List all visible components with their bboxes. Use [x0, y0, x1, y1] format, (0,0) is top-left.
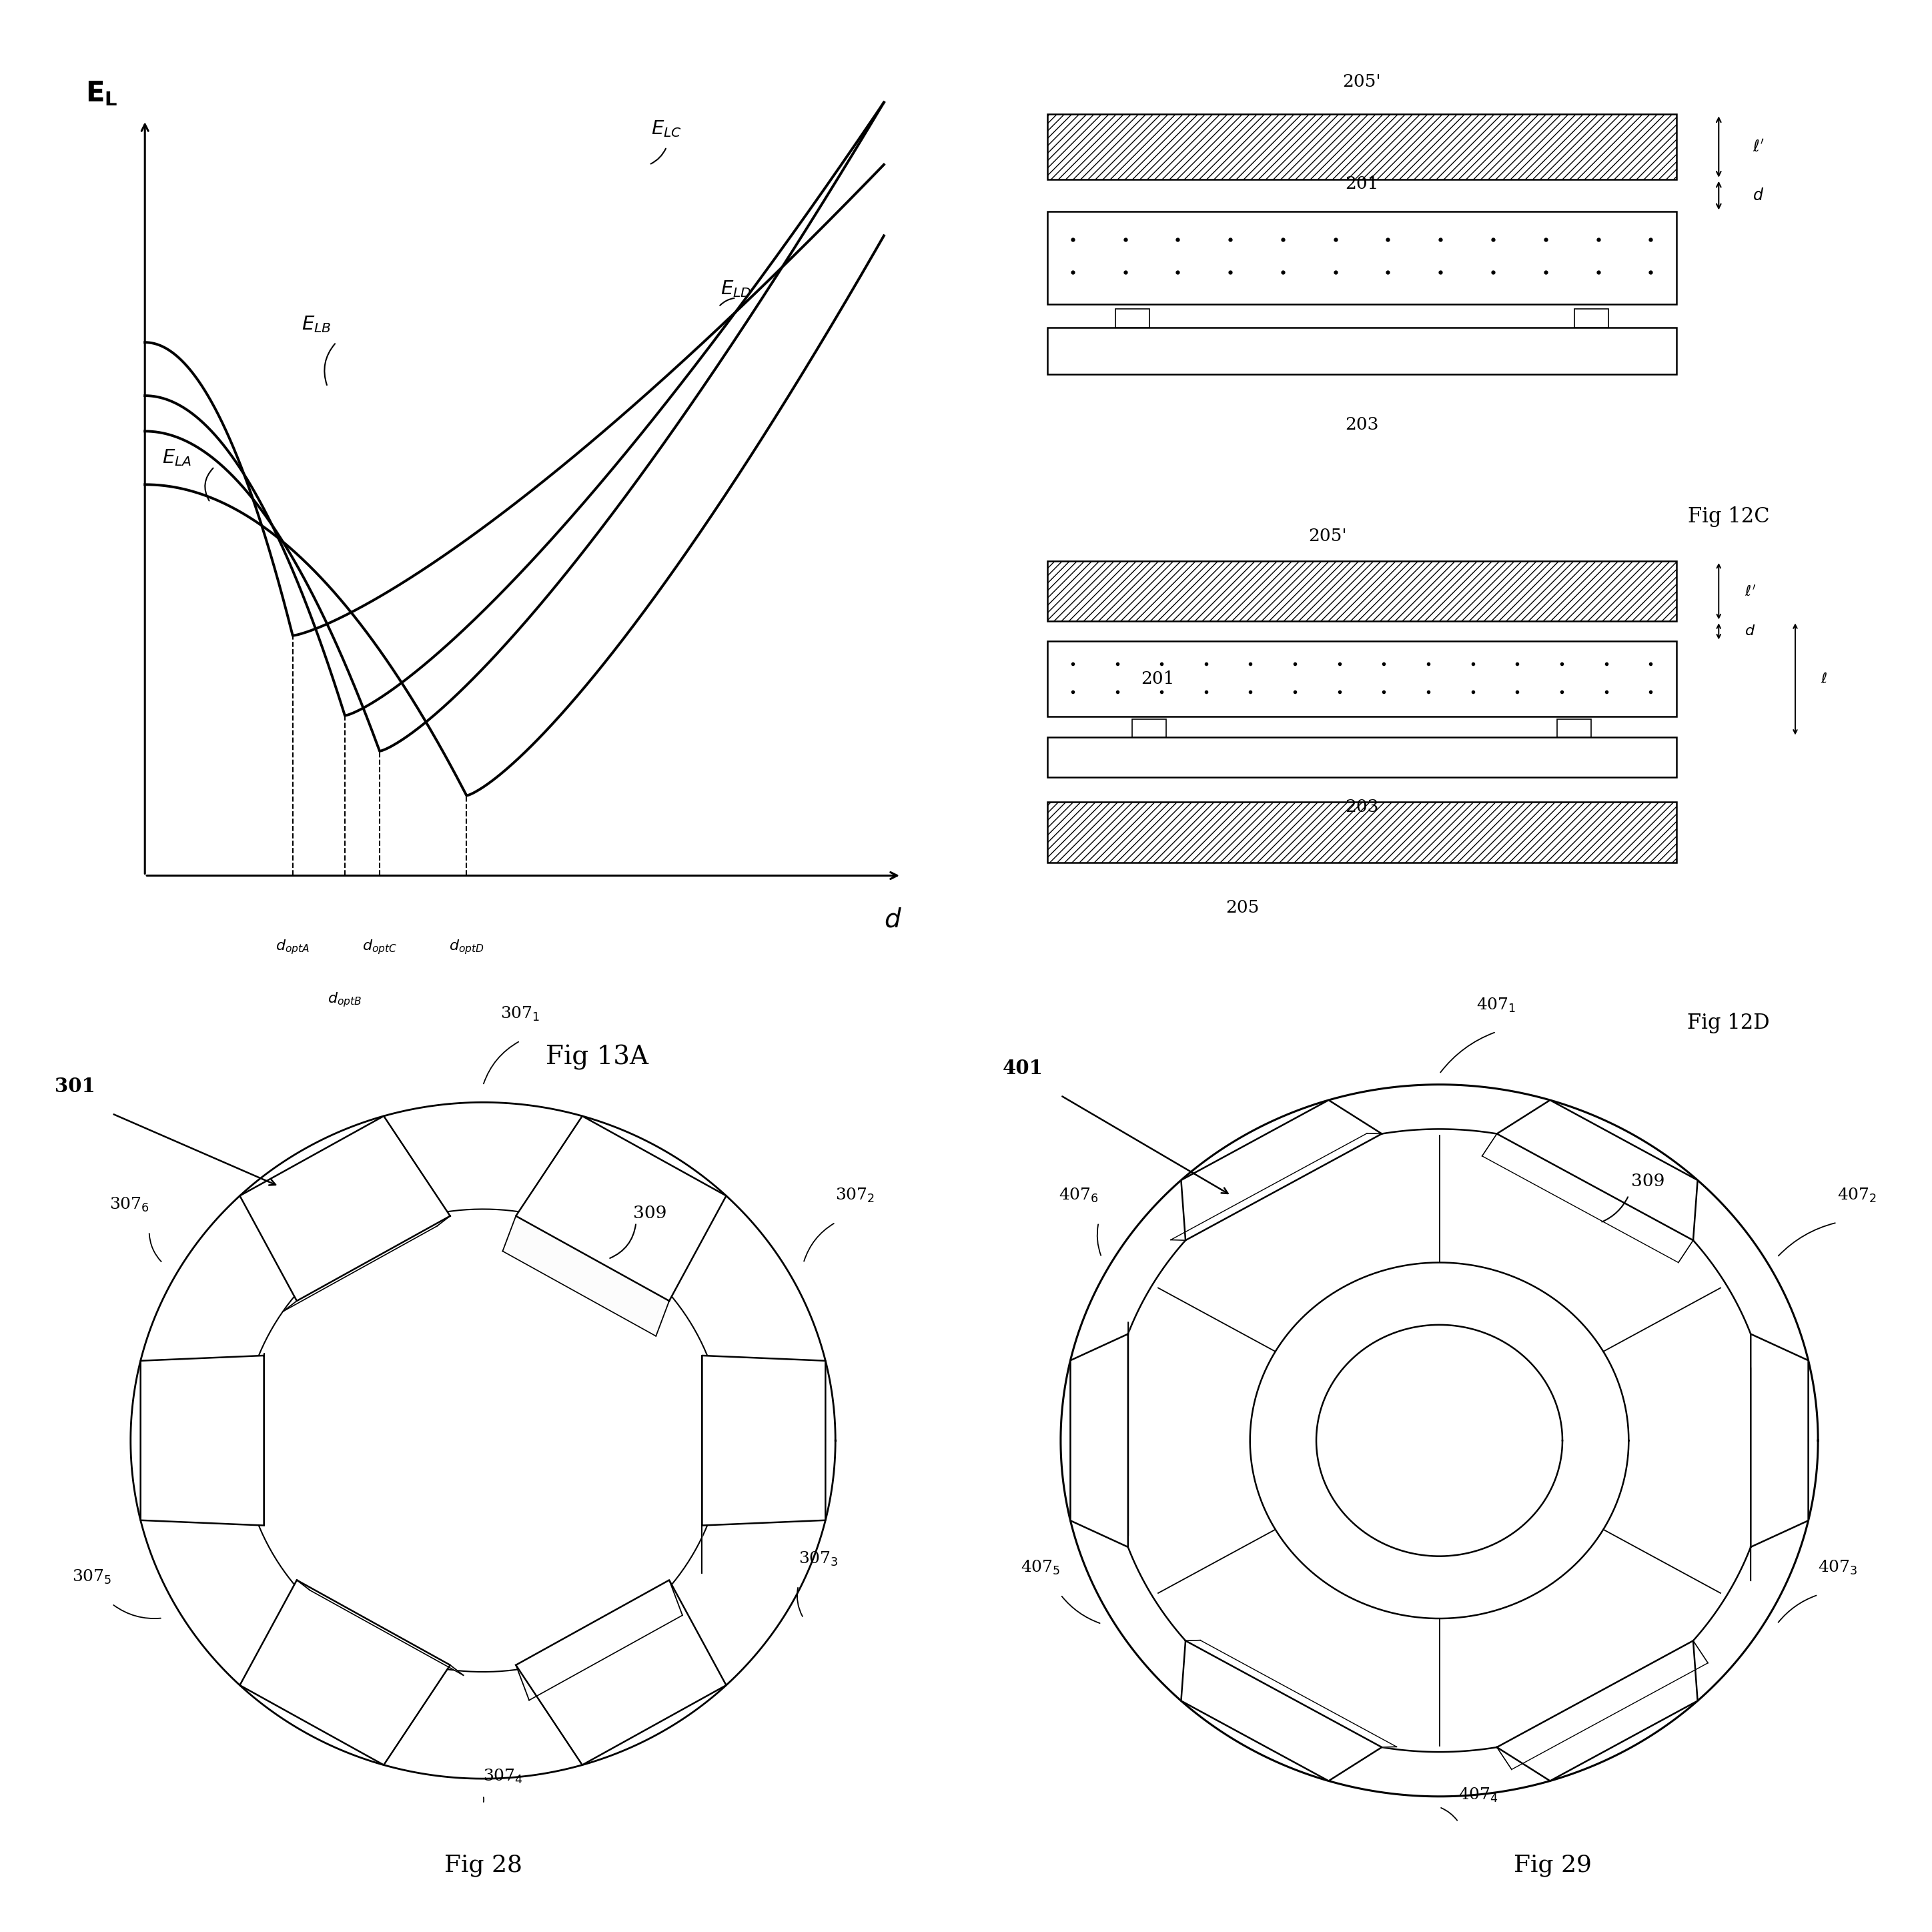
Polygon shape	[701, 1356, 825, 1526]
Text: 307$_6$: 307$_6$	[108, 1196, 149, 1213]
Text: 307$_2$: 307$_2$	[835, 1186, 875, 1204]
Text: 205: 205	[1227, 898, 1260, 916]
Text: 407$_4$: 407$_4$	[1459, 1787, 1499, 1804]
Text: 407$_1$: 407$_1$	[1476, 997, 1517, 1014]
Polygon shape	[502, 1215, 668, 1337]
Text: 309: 309	[634, 1206, 667, 1221]
Polygon shape	[516, 1580, 682, 1700]
Polygon shape	[240, 1580, 450, 1766]
Bar	[1047, 328, 1677, 375]
Bar	[1132, 719, 1167, 736]
Text: Fig 13A: Fig 13A	[545, 1045, 649, 1070]
Text: 307$_5$: 307$_5$	[71, 1569, 112, 1586]
Polygon shape	[1186, 1640, 1397, 1747]
Text: $E_{LD}$: $E_{LD}$	[721, 278, 752, 299]
Polygon shape	[502, 1215, 668, 1337]
Text: Fig 12D: Fig 12D	[1687, 1012, 1770, 1034]
Bar	[1047, 641, 1677, 717]
Text: 407$_6$: 407$_6$	[1059, 1186, 1099, 1204]
Text: $d$: $d$	[883, 908, 902, 933]
Polygon shape	[516, 1117, 726, 1300]
Bar	[1557, 719, 1592, 736]
Polygon shape	[1497, 1640, 1708, 1770]
Text: $d$: $d$	[1745, 624, 1754, 638]
Text: 201: 201	[1142, 670, 1175, 688]
Text: 407$_2$: 407$_2$	[1837, 1186, 1876, 1204]
Text: $d$: $d$	[1752, 187, 1764, 203]
Text: 307$_3$: 307$_3$	[798, 1549, 838, 1567]
Bar	[1115, 309, 1150, 328]
Polygon shape	[516, 1580, 726, 1766]
Text: 309: 309	[1631, 1173, 1663, 1190]
Polygon shape	[1482, 1134, 1692, 1262]
Text: Fig 29: Fig 29	[1515, 1853, 1592, 1876]
Polygon shape	[284, 1215, 450, 1312]
Text: 203: 203	[1345, 798, 1379, 815]
Text: 401: 401	[1003, 1059, 1043, 1078]
Bar	[1047, 560, 1677, 622]
Polygon shape	[298, 1580, 464, 1675]
Bar	[1047, 736, 1677, 777]
Bar	[1047, 114, 1677, 180]
Polygon shape	[284, 1215, 450, 1312]
Text: $\mathbf{E_L}$: $\mathbf{E_L}$	[85, 79, 118, 108]
Text: $\ell$: $\ell$	[1820, 672, 1828, 686]
Text: 407$_3$: 407$_3$	[1818, 1559, 1859, 1577]
Text: 205': 205'	[1343, 73, 1381, 91]
Text: 307$_4$: 307$_4$	[483, 1768, 524, 1785]
Text: $d_{optA}$: $d_{optA}$	[276, 937, 309, 956]
Text: $\ell'$: $\ell'$	[1752, 139, 1764, 155]
Text: Fig 12C: Fig 12C	[1689, 506, 1770, 527]
Text: $d_{optD}$: $d_{optD}$	[448, 937, 485, 956]
Polygon shape	[1171, 1134, 1381, 1240]
Polygon shape	[1070, 1333, 1128, 1548]
Polygon shape	[1497, 1640, 1698, 1781]
Polygon shape	[298, 1580, 464, 1675]
Text: $d_{optB}$: $d_{optB}$	[328, 991, 361, 1009]
Text: 301: 301	[54, 1076, 95, 1095]
Text: $E_{LB}$: $E_{LB}$	[301, 315, 330, 334]
Polygon shape	[141, 1356, 265, 1526]
Text: 201: 201	[1345, 176, 1378, 191]
Bar	[1047, 213, 1677, 305]
Text: 407$_5$: 407$_5$	[1020, 1559, 1061, 1577]
Bar	[1047, 802, 1677, 862]
Polygon shape	[1497, 1099, 1698, 1240]
Text: 307$_1$: 307$_1$	[500, 1005, 539, 1022]
Text: $\ell'$: $\ell'$	[1745, 583, 1756, 599]
Text: 205': 205'	[1308, 527, 1347, 545]
Text: $E_{LC}$: $E_{LC}$	[651, 120, 682, 139]
Text: 203: 203	[1345, 415, 1379, 433]
Polygon shape	[240, 1117, 450, 1300]
Bar	[1575, 309, 1607, 328]
Polygon shape	[516, 1580, 682, 1700]
Polygon shape	[1750, 1333, 1808, 1548]
Text: $d_{optC}$: $d_{optC}$	[361, 937, 398, 956]
Text: Fig 28: Fig 28	[444, 1853, 522, 1876]
Polygon shape	[1180, 1099, 1381, 1240]
Text: $E_{LA}$: $E_{LA}$	[162, 448, 191, 468]
Polygon shape	[1180, 1640, 1381, 1781]
